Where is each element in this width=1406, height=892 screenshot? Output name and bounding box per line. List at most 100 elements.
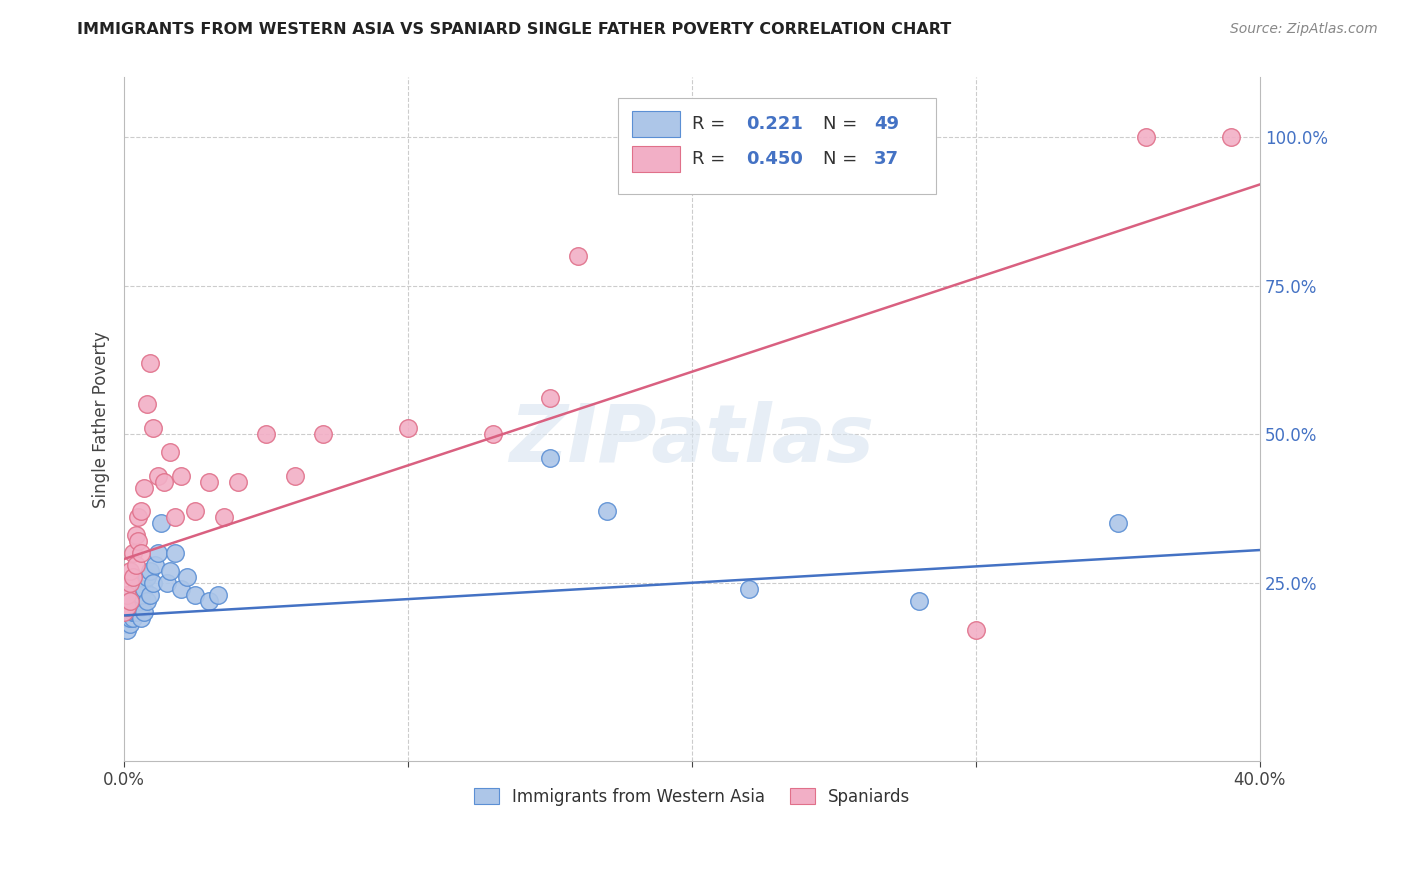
Text: ZIPatlas: ZIPatlas [509,401,875,479]
Point [159,564,181,578]
Point [567,249,589,263]
Point [129,593,152,607]
Point [118,617,141,632]
Point [142,575,165,590]
Point [538,392,561,406]
Text: Source: ZipAtlas.com: Source: ZipAtlas.com [1230,22,1378,37]
Point [184,588,207,602]
Point [132,582,155,596]
Point [118,606,141,620]
Point [121,599,143,614]
Point [198,475,221,489]
Point [112,617,135,632]
Point [115,606,138,620]
Point [908,593,931,607]
Point [115,606,138,620]
Point [112,606,135,620]
Point [124,606,146,620]
Point [127,510,149,524]
Legend: Immigrants from Western Asia, Spaniards: Immigrants from Western Asia, Spaniards [465,780,920,814]
Point [148,468,170,483]
FancyBboxPatch shape [631,146,679,172]
Point [165,546,187,560]
Point [118,575,141,590]
Point [170,468,193,483]
Text: 37: 37 [873,151,898,169]
Point [121,611,143,625]
Point [284,468,307,483]
Point [118,593,141,607]
Point [127,593,149,607]
Point [226,475,249,489]
Point [1135,129,1157,144]
Point [538,450,561,465]
Text: IMMIGRANTS FROM WESTERN ASIA VS SPANIARD SINGLE FATHER POVERTY CORRELATION CHART: IMMIGRANTS FROM WESTERN ASIA VS SPANIARD… [77,22,952,37]
Y-axis label: Single Father Poverty: Single Father Poverty [93,331,110,508]
Point [212,510,235,524]
Point [156,575,179,590]
FancyBboxPatch shape [619,98,936,194]
Point [1220,129,1243,144]
Point [129,588,152,602]
FancyBboxPatch shape [631,111,679,136]
Point [118,564,141,578]
Text: 0.450: 0.450 [747,151,803,169]
Point [136,593,159,607]
Point [121,570,143,584]
Point [115,624,138,638]
Point [482,427,505,442]
Point [132,606,155,620]
Text: N =: N = [823,115,863,133]
Point [129,504,152,518]
Text: 0.221: 0.221 [747,115,803,133]
Point [132,481,155,495]
Point [139,564,162,578]
Text: N =: N = [823,151,863,169]
Point [150,516,173,531]
Point [127,599,149,614]
Point [115,611,138,625]
Text: R =: R = [692,151,731,169]
Point [127,534,149,549]
Point [129,546,152,560]
Point [159,445,181,459]
Point [170,582,193,596]
Point [124,599,146,614]
Point [176,570,198,584]
Point [124,558,146,572]
Point [153,475,176,489]
Point [118,599,141,614]
Point [1107,516,1129,531]
Text: 49: 49 [873,115,898,133]
Point [121,606,143,620]
Point [124,593,146,607]
Point [129,599,152,614]
Point [129,611,152,625]
Point [115,599,138,614]
Point [207,588,229,602]
Point [118,611,141,625]
Point [184,504,207,518]
Point [312,427,335,442]
Point [738,582,761,596]
Point [121,546,143,560]
Point [124,528,146,542]
Point [396,421,419,435]
Point [965,624,987,638]
Point [115,588,138,602]
Point [121,606,143,620]
Point [139,356,162,370]
Point [124,582,146,596]
Point [127,606,149,620]
Text: R =: R = [692,115,731,133]
Point [145,558,167,572]
Point [254,427,277,442]
Point [142,421,165,435]
Point [118,593,141,607]
Point [148,546,170,560]
Point [136,570,159,584]
Point [139,588,162,602]
Point [136,397,159,411]
Point [198,593,221,607]
Point [596,504,619,518]
